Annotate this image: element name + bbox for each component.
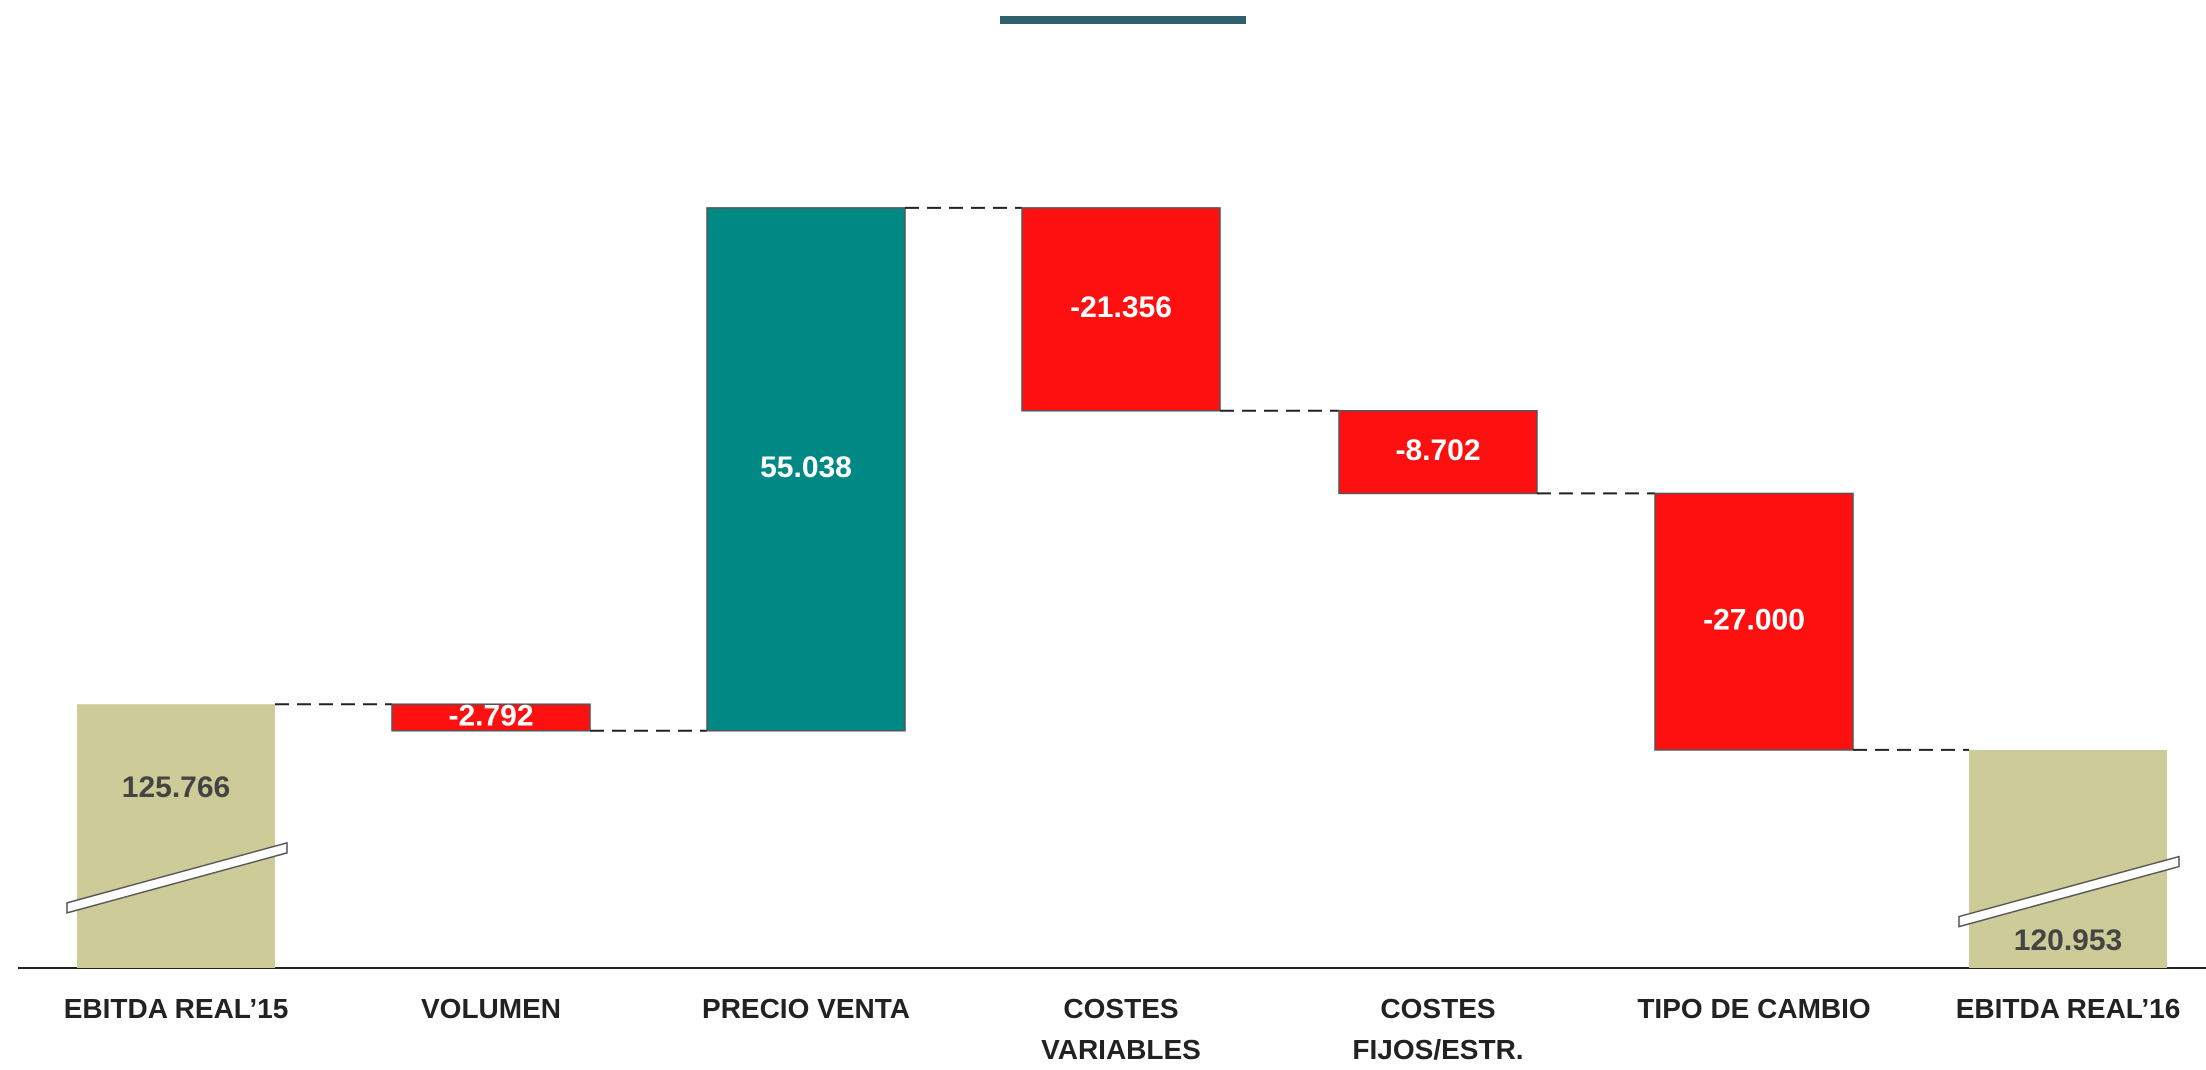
axis-break xyxy=(1958,855,2180,928)
bar xyxy=(1654,492,1854,751)
value-label: 120.953 xyxy=(2014,924,2122,957)
x-tick-label: EBITDA REAL’16 xyxy=(1956,993,2181,1024)
x-tick-label: TIPO DE CAMBIO xyxy=(1637,993,1870,1024)
bar xyxy=(1021,207,1221,412)
axis-break xyxy=(66,841,288,914)
x-tick-label: COSTES FIJOS/ESTR. xyxy=(1352,993,1523,1065)
value-label: -8.702 xyxy=(1395,434,1480,467)
bar xyxy=(77,704,275,968)
bar xyxy=(1969,749,2167,968)
value-label: 55.038 xyxy=(760,451,852,484)
x-tick-label: COSTES VARIABLES xyxy=(1041,993,1201,1065)
bar xyxy=(391,703,591,732)
value-label: -2.792 xyxy=(448,699,533,732)
bar xyxy=(1338,410,1538,495)
x-tick-label: VOLUMEN xyxy=(421,993,561,1024)
bar xyxy=(706,207,906,732)
value-label: 125.766 xyxy=(122,771,230,804)
title-underline xyxy=(1000,16,1246,24)
x-tick-label: EBITDA REAL’15 xyxy=(64,993,289,1024)
value-label: -21.356 xyxy=(1070,291,1172,324)
value-label: -27.000 xyxy=(1703,604,1805,637)
x-tick-label: PRECIO VENTA xyxy=(702,993,910,1024)
